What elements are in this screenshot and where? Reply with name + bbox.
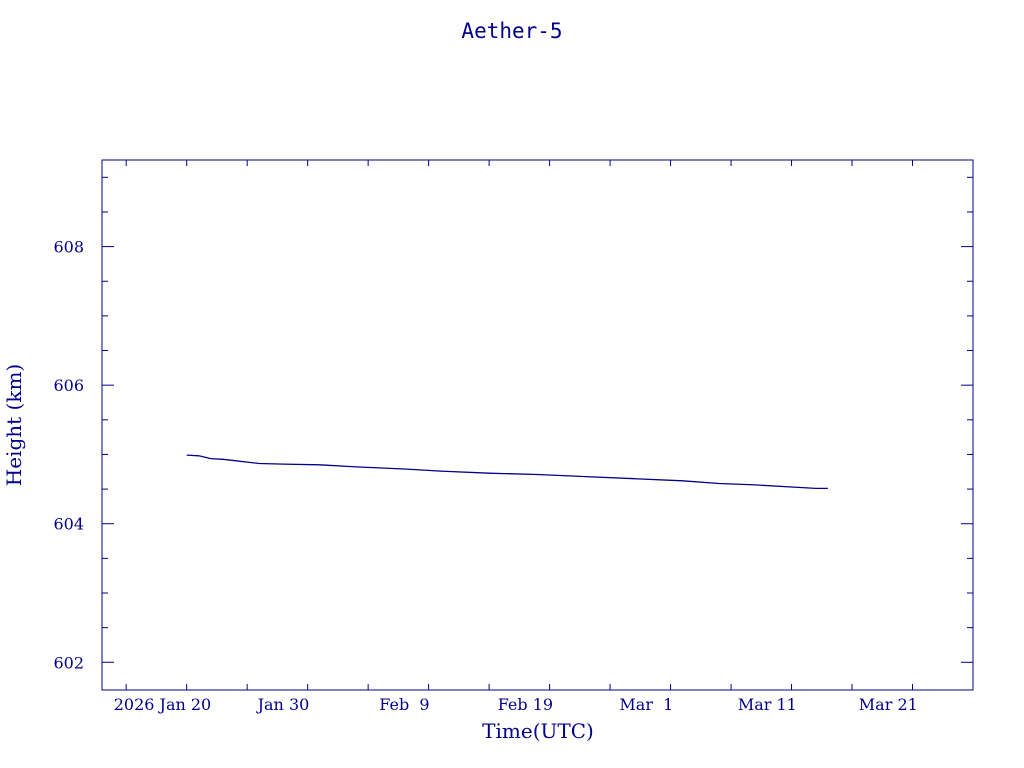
y-tick-label: 602 [53, 653, 84, 672]
x-tick-label: Jan 30 [256, 695, 310, 714]
plot-frame [101, 159, 974, 691]
x-tick-label: Mar 1 [619, 695, 673, 714]
x-tick-label: Mar 11 [738, 695, 797, 714]
y-tick-label: 606 [53, 376, 84, 395]
x-tick-label: Feb 19 [498, 695, 553, 714]
y-axis: 602 604 606 608 [53, 176, 973, 672]
x-axis: 2026 Jan 20 Jan 30 Feb 9 Feb 19 Mar 1 Mar 11 M… [114, 160, 974, 714]
y-axis-title: Height (km) [2, 364, 26, 486]
x-tick-label: Mar 21 [859, 695, 918, 714]
series-layer [186, 454, 828, 490]
chart-title: Aether-5 [461, 19, 562, 43]
y-tick-label: 604 [53, 515, 84, 534]
x-axis-title: Time(UTC) [482, 719, 594, 743]
x-tick-label: Feb 9 [379, 695, 429, 714]
y-tick-label: 608 [53, 238, 84, 257]
series-line [186, 454, 828, 490]
x-tick-label: 2026 Jan 20 [114, 695, 212, 714]
